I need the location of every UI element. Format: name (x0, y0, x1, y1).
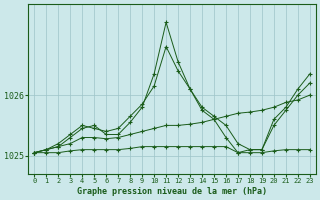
X-axis label: Graphe pression niveau de la mer (hPa): Graphe pression niveau de la mer (hPa) (77, 187, 267, 196)
